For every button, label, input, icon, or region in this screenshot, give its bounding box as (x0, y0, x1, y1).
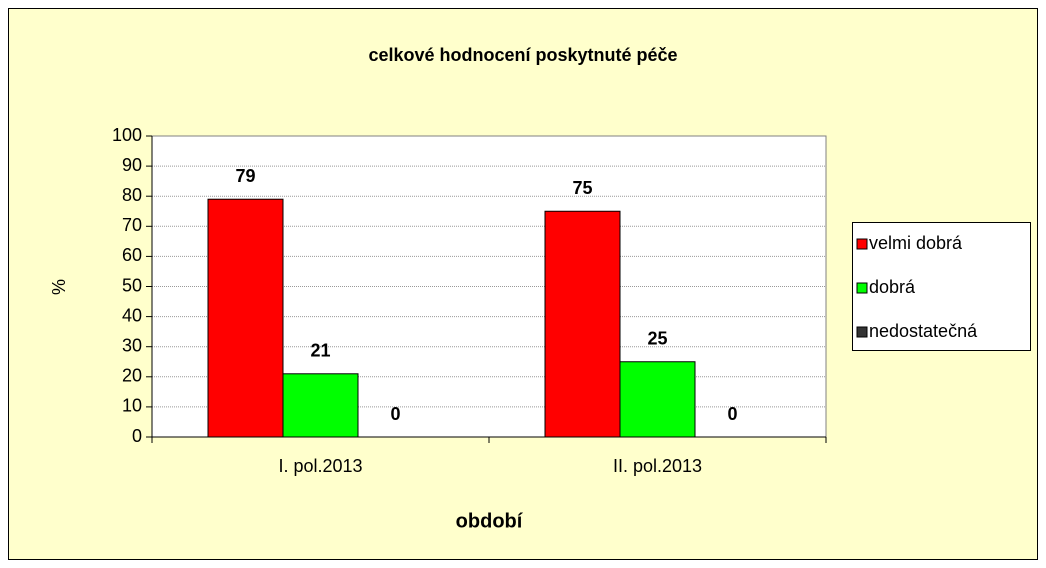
bar (282, 373, 359, 438)
legend-label: velmi dobrá (869, 233, 963, 253)
data-label: 0 (390, 404, 400, 424)
bar (207, 198, 284, 438)
y-tick-label: 40 (122, 305, 142, 325)
legend-swatch (856, 238, 868, 250)
bar (544, 210, 621, 438)
legend-swatch (856, 282, 868, 294)
y-tick-label: 60 (122, 245, 142, 265)
y-tick-label: 100 (112, 125, 142, 145)
y-axis-label: % (49, 279, 69, 295)
legend (852, 222, 1031, 351)
data-label: 25 (647, 329, 667, 349)
y-tick-label: 70 (122, 215, 142, 235)
data-label: 21 (310, 341, 330, 361)
y-tick-label: 90 (122, 155, 142, 175)
y-tick-label: 80 (122, 185, 142, 205)
legend-label: dobrá (869, 277, 916, 297)
y-tick-label: 30 (122, 335, 142, 355)
legend-label: nedostatečná (869, 321, 978, 341)
x-tick-label: II. pol.2013 (613, 456, 702, 476)
chart-title: celkové hodnocení poskytnuté péče (368, 45, 677, 65)
y-tick-label: 0 (132, 426, 142, 446)
x-axis-label: období (456, 510, 524, 532)
legend-swatch (856, 326, 868, 338)
data-label: 75 (572, 178, 592, 198)
data-label: 79 (235, 166, 255, 186)
y-tick-label: 50 (122, 275, 142, 295)
x-tick-label: I. pol.2013 (278, 456, 362, 476)
y-tick-label: 20 (122, 366, 142, 386)
bar (619, 361, 696, 438)
data-label: 0 (727, 404, 737, 424)
y-tick-label: 10 (122, 396, 142, 416)
